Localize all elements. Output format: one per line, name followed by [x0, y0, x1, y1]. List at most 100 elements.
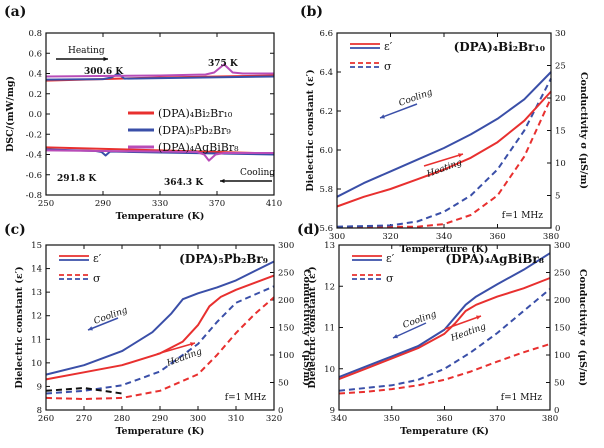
panel-label: (b): [300, 4, 323, 20]
y-axis-label: DSC/(mW/mg): [5, 76, 16, 152]
eps-cooling-line: [336, 71, 552, 198]
y2-tick-label: 50: [278, 379, 289, 389]
peak-label: 300.6 K: [84, 67, 124, 77]
y-tick-label: 0.2: [28, 90, 42, 100]
y-tick-label: 0.8: [28, 29, 42, 39]
y2-tick-label: 10: [555, 159, 566, 169]
x-tick-label: 410: [266, 199, 282, 209]
series-2-heating-line: [45, 63, 274, 78]
y2-tick-label: 200: [278, 296, 294, 306]
x-axis-label: Temperature (K): [400, 244, 489, 255]
sigma-cooling-line: [338, 288, 551, 392]
y-tick-label: 9: [37, 382, 42, 392]
heating-arrow: [423, 153, 464, 167]
x-tick-label: 380: [542, 414, 558, 424]
sigma-heating-line: [336, 97, 552, 229]
heating-arrow: [156, 342, 196, 355]
x-tick-label: 320: [266, 414, 282, 424]
y-axis-label: Dielectric constant (ε′): [305, 69, 316, 191]
y-tick-label: 6.4: [319, 68, 333, 78]
y-tick-label: 11: [31, 335, 42, 345]
panel-d: (d) 340 350 360 370 380 9 10 11 12 13 0 50 100 150 200 2…: [297, 222, 588, 437]
y-tick-label: 0.6: [28, 49, 42, 59]
y2-tick-label: 250: [554, 269, 570, 279]
legend-sigma-label: σ: [386, 272, 394, 285]
y2-tick-label: 0: [554, 406, 559, 416]
x-tick-label: 340: [331, 414, 347, 424]
panel-c: (c)260 270 280 290 300 310 3208910111213141505…: [4, 222, 312, 437]
sigma-cooling-line: [45, 285, 275, 395]
heating-label: Heating: [425, 158, 464, 180]
y-tick-label: 8: [37, 406, 42, 416]
panel-a: (a) 250 290 330 370 410 -0.8 -0.6 -0.4 -0.2 0.0 0.2…: [4, 4, 282, 222]
frequency-label: f=1 MHz: [502, 211, 544, 221]
y2-tick-label: 15: [555, 127, 566, 137]
legend-sigma-label: σ: [384, 60, 392, 73]
sigma-heating-line: [338, 343, 551, 395]
y2-tick-label: 0: [555, 224, 560, 234]
eps-heating-line: [336, 90, 552, 208]
x-tick-label: 260: [38, 414, 54, 424]
cooling-arrow-head: [88, 326, 93, 331]
x-axis-label: Temperature (K): [116, 426, 205, 437]
x-tick-label: 350: [384, 414, 400, 424]
y-axis-label: Dielectric constant (ε′): [14, 266, 25, 388]
legend-eps-label: ε′: [93, 252, 102, 265]
heating-arrow: [444, 315, 482, 330]
y-tick-label: -0.2: [26, 130, 42, 140]
y2-tick-label: 150: [554, 324, 570, 334]
legend-label: (DPA)₅Pb₂Br₉: [158, 124, 231, 137]
y-tick-label: 5.6: [319, 224, 333, 234]
legend-eps-label: ε′: [384, 40, 393, 53]
cooling-arrow-head: [220, 178, 225, 184]
cooling-arrow: [379, 103, 418, 119]
panel-title: (DPA)₄AgBiBr₈: [445, 252, 544, 266]
panel-title: (DPA)₄Bi₂Br₁₀: [454, 40, 545, 54]
x-tick-label: 300: [190, 414, 206, 424]
y-axis-label: Dielectric constant (ε′): [307, 266, 318, 388]
y2-tick-label: 25: [555, 62, 566, 72]
y2-tick-label: 0: [278, 406, 283, 416]
y-tick-label: -0.4: [26, 151, 42, 161]
legend-label: (DPA)₄AgBiBr₈: [158, 141, 239, 154]
x-tick-label: 300: [329, 232, 345, 242]
y2-tick-label: 5: [555, 192, 560, 202]
x-axis-label: Temperature (K): [400, 426, 489, 437]
frequency-label: f=1 MHz: [225, 393, 267, 403]
y-tick-label: -0.6: [26, 171, 42, 181]
x-tick-label: 320: [382, 232, 398, 242]
y-tick-label: 13: [31, 288, 42, 298]
heating-arrow-head: [458, 153, 463, 158]
eps-heating-line: [45, 274, 275, 381]
legend-eps-label: ε′: [386, 252, 395, 265]
y2-axis-label: Conductivity σ (μS/m): [577, 269, 588, 386]
heating-arrow-head: [103, 56, 108, 62]
x-tick-label: 360: [436, 414, 452, 424]
eps-cooling-line: [45, 260, 275, 376]
cooling-label: Cooling: [402, 309, 439, 330]
cooling-arrow-head: [380, 114, 385, 119]
y-tick-label: 12: [31, 312, 42, 322]
cooling-label: Cooling: [240, 168, 275, 178]
heating-label: Heating: [68, 46, 105, 56]
y2-tick-label: 100: [554, 351, 570, 361]
eps-cooling-line: [338, 252, 551, 378]
y2-tick-label: 50: [554, 379, 565, 389]
y2-tick-label: 100: [278, 351, 294, 361]
panel-label: (d): [297, 222, 320, 238]
cooling-arrow: [392, 322, 427, 339]
y-tick-label: 9: [330, 406, 335, 416]
y-tick-label: 10: [324, 365, 335, 375]
sigma-reference-line: [45, 387, 123, 395]
eps-heating-line: [338, 277, 551, 381]
peak-label: 375 K: [208, 59, 239, 69]
y2-tick-label: 20: [555, 94, 566, 104]
y2-tick-label: 300: [278, 241, 294, 251]
cooling-label: Cooling: [398, 87, 435, 108]
cooling-arrow: [87, 317, 119, 331]
y2-tick-label: 30: [555, 29, 566, 39]
y2-axis-label: Conductivity σ (μS/m): [578, 72, 589, 189]
x-tick-label: 360: [489, 232, 505, 242]
panel-b: (b) 300 320 340 360 380 5.6 5.8 6.0 6.2 6.4 6.6 0 5 10…: [300, 4, 589, 255]
